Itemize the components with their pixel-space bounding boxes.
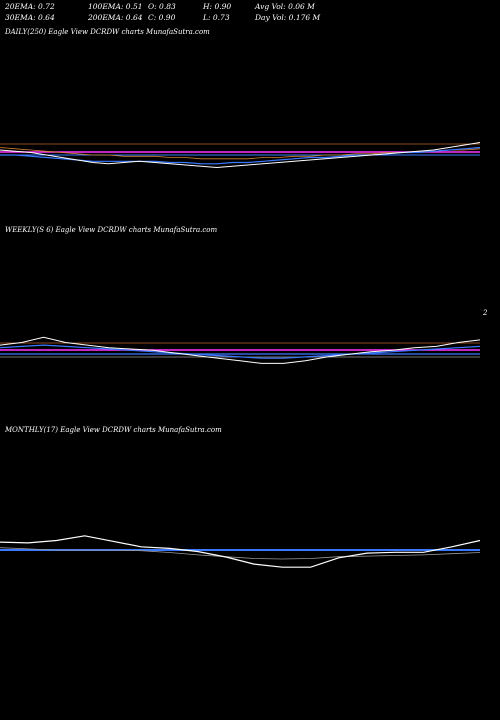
weekly-ema-blue-line	[0, 344, 481, 359]
monthly-ema-grey-line	[0, 547, 481, 560]
daily-ema-blue-line	[0, 146, 481, 165]
stat-avg-vol: Avg Vol: 0.06 M	[255, 2, 315, 11]
monthly-price-line	[0, 535, 481, 568]
stat-open: O: 0.83	[148, 2, 176, 11]
stat-ema20: 20EMA: 0.72	[5, 2, 55, 11]
daily-ema-orange-line	[0, 147, 481, 160]
stat-ema30: 30EMA: 0.64	[5, 13, 55, 22]
weekly-tick-label: 2	[483, 309, 488, 317]
stat-high: H: 0.90	[203, 2, 232, 11]
monthly-panel-label: MONTHLY(17) Eagle View DCRDW charts Muna…	[5, 426, 222, 434]
stat-ema100: 100EMA: 0.51	[88, 2, 143, 11]
daily-panel-label: DAILY(250) Eagle View DCRDW charts Munaf…	[5, 28, 210, 36]
daily-price-line	[0, 142, 481, 169]
stat-ema200: 200EMA: 0.64	[88, 13, 143, 22]
weekly-price-line	[0, 336, 481, 364]
stat-day-vol: Day Vol: 0.176 M	[255, 13, 321, 22]
stat-low: L: 0.73	[203, 13, 230, 22]
stat-close: C: 0.90	[148, 13, 176, 22]
weekly-panel-label: WEEKLY(S 6) Eagle View DCRDW charts Muna…	[5, 226, 218, 234]
